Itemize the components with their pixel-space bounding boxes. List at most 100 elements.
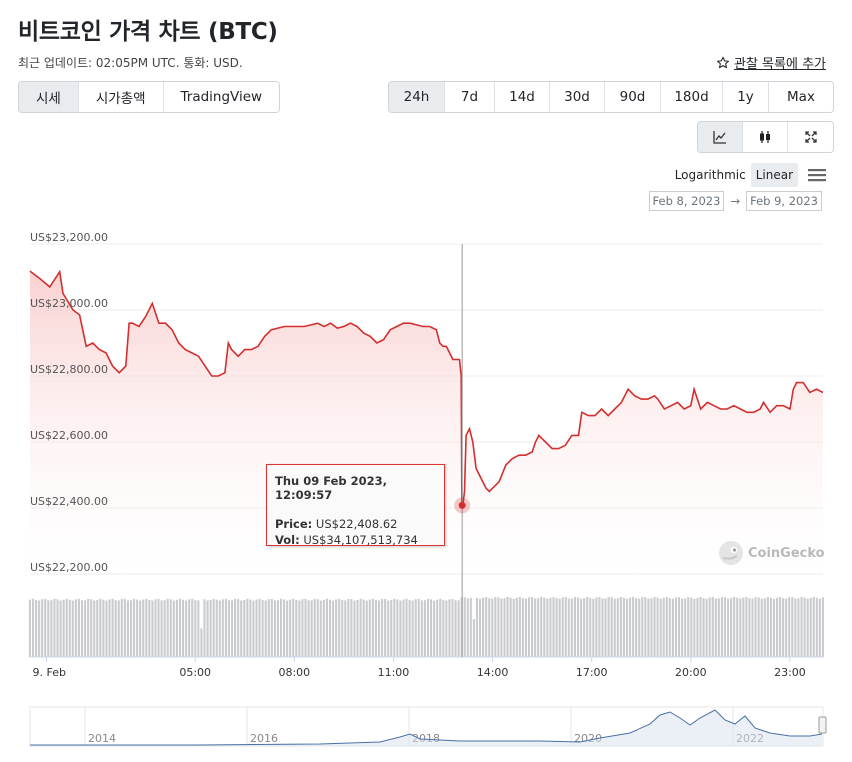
volume-bar xyxy=(705,598,708,657)
watchlist-label: 관찰 목록에 추가 xyxy=(734,57,826,72)
volume-bar xyxy=(105,600,108,657)
range-14d-button[interactable]: 14d xyxy=(495,82,550,112)
volume-bar xyxy=(292,598,295,657)
tab-tradingview[interactable]: TradingView xyxy=(163,82,280,112)
volume-bar xyxy=(96,599,99,657)
volume-bar xyxy=(641,597,644,657)
range-1y-button[interactable]: 1y xyxy=(723,82,769,112)
range-navigator[interactable]: 20142016201820202022 xyxy=(29,706,827,747)
volume-bar xyxy=(390,600,393,657)
volume-bar xyxy=(576,597,580,657)
volume-bar xyxy=(570,598,573,657)
volume-bar xyxy=(595,597,598,657)
range-7d-button[interactable]: 7d xyxy=(445,82,495,112)
volume-bar xyxy=(515,597,518,657)
range-90d-button[interactable]: 90d xyxy=(605,82,661,112)
volume-bar xyxy=(215,599,218,657)
volume-bar xyxy=(601,598,604,657)
volume-bar xyxy=(775,597,779,657)
volume-bar xyxy=(71,600,74,657)
volume-bar xyxy=(806,598,809,657)
volume-bar xyxy=(714,598,717,657)
date-from-input[interactable]: Feb 8, 2023 xyxy=(648,191,725,211)
volume-bar xyxy=(491,598,494,657)
volume-bar xyxy=(555,598,558,657)
y-tick-label: US$23,000.00 xyxy=(30,297,108,310)
volume-bar xyxy=(760,598,763,657)
volume-bar xyxy=(442,599,445,657)
range-24h-button[interactable]: 24h xyxy=(389,82,445,112)
range-max-button[interactable]: Max xyxy=(769,82,833,112)
volume-bar xyxy=(779,596,782,657)
volume-bar xyxy=(552,596,555,657)
volume-bar xyxy=(347,598,350,657)
tab-market-cap[interactable]: 시가총액 xyxy=(78,82,164,112)
volume-bar xyxy=(818,598,821,657)
volume-bar xyxy=(38,600,41,657)
logarithmic-scale-option[interactable]: Logarithmic xyxy=(674,168,746,182)
volume-bar xyxy=(371,598,374,657)
volume-bar xyxy=(723,597,727,657)
volume-bar xyxy=(702,597,705,657)
range-30d-button[interactable]: 30d xyxy=(550,82,605,112)
volume-bar xyxy=(580,598,583,657)
volume-bar xyxy=(120,599,123,657)
volume-bar xyxy=(561,597,564,657)
volume-bar xyxy=(772,598,776,657)
volume-bar xyxy=(674,597,678,657)
last-updated-text: 최근 업데이트: 02:05PM UTC. 통화: USD. xyxy=(18,56,243,70)
hamburger-menu-icon[interactable] xyxy=(808,168,826,182)
volume-bar xyxy=(338,598,341,657)
volume-bar xyxy=(745,596,748,657)
line-chart-button[interactable] xyxy=(698,122,743,152)
volume-bar xyxy=(619,596,622,657)
volume-bar xyxy=(65,598,68,657)
candlestick-button[interactable] xyxy=(743,122,788,152)
volume-bar xyxy=(500,598,503,657)
volume-bar xyxy=(454,600,457,657)
volume-bar xyxy=(301,599,304,657)
volume-bar xyxy=(656,597,659,657)
volume-bar xyxy=(730,598,733,657)
volume-bar xyxy=(573,597,576,657)
volume-bar xyxy=(191,598,194,657)
volume-bar xyxy=(699,596,702,657)
linear-scale-option[interactable]: Linear xyxy=(750,163,798,187)
volume-bar xyxy=(708,597,711,657)
volume-bar xyxy=(221,599,224,657)
volume-bar xyxy=(423,600,426,657)
volume-bar xyxy=(237,599,240,657)
volume-bar xyxy=(748,598,751,657)
navigator-handle[interactable] xyxy=(818,716,827,734)
date-arrow: → xyxy=(730,194,741,208)
date-to-input[interactable]: Feb 9, 2023 xyxy=(746,191,822,211)
volume-bar xyxy=(175,599,178,657)
range-180d-button[interactable]: 180d xyxy=(661,82,723,112)
tooltip-timestamp: Thu 09 Feb 2023, 12:09:57 xyxy=(275,474,388,502)
volume-bar xyxy=(368,599,371,657)
x-tick-label: 08:00 xyxy=(278,666,310,679)
tab-price[interactable]: 시세 xyxy=(19,82,79,112)
x-tick-label: 11:00 xyxy=(378,666,410,679)
volume-bar xyxy=(527,597,531,657)
coingecko-watermark: CoinGecko xyxy=(718,540,825,566)
volume-bar xyxy=(206,600,209,657)
x-tick-label: 17:00 xyxy=(576,666,608,679)
volume-bar xyxy=(209,599,212,657)
volume-bar xyxy=(684,598,687,657)
volume-bar xyxy=(797,598,800,657)
volume-bar xyxy=(537,598,540,657)
volume-bar xyxy=(377,600,381,657)
navigator-year-label: 2016 xyxy=(250,732,278,745)
volume-bar xyxy=(457,600,460,657)
fullscreen-button[interactable] xyxy=(788,122,833,152)
volume-bar xyxy=(647,598,650,657)
volume-bar xyxy=(142,599,145,657)
volume-bar xyxy=(436,599,439,657)
volume-bar xyxy=(44,598,47,657)
volume-bar xyxy=(720,597,723,657)
add-to-watchlist-link[interactable]: 관찰 목록에 추가 xyxy=(716,53,826,72)
volume-bar xyxy=(531,597,534,657)
chart-tab-group: 시세 시가총액 TradingView xyxy=(18,81,281,113)
